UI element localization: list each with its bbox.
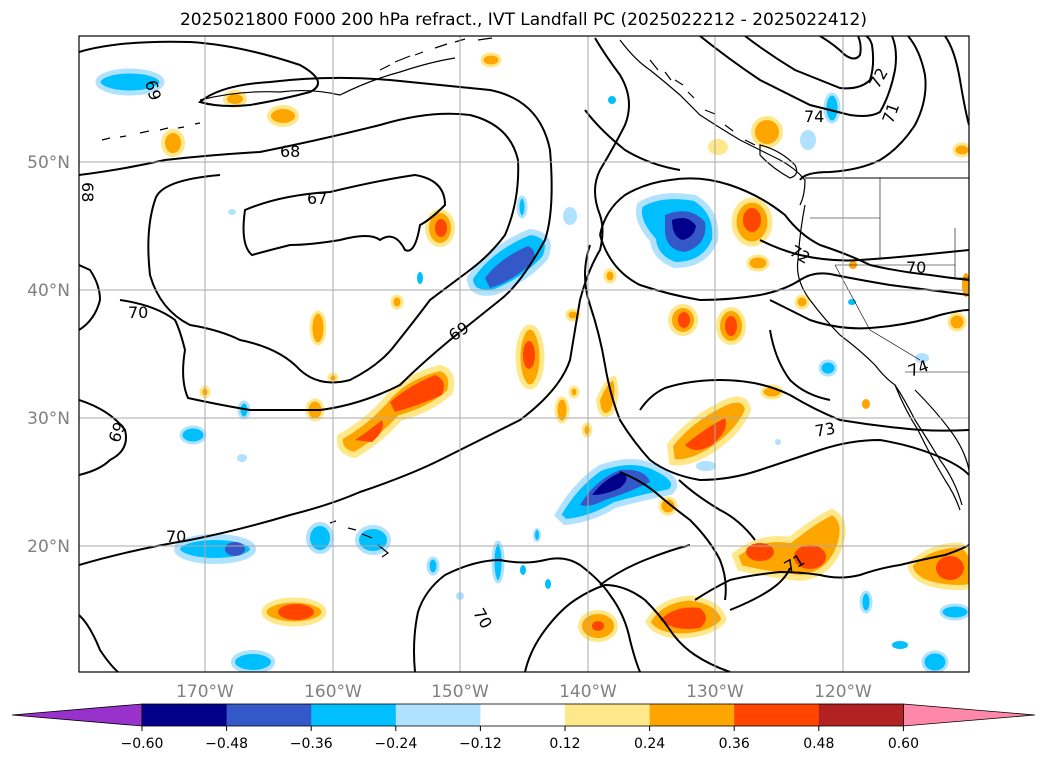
lon-label: 160°W xyxy=(304,682,362,702)
contour-label: 68 xyxy=(78,182,97,202)
colorbar-segment xyxy=(649,704,735,726)
contour-labels: 69 68 67 68 70 69 69 70 70 72 71 74 72 7… xyxy=(78,65,931,632)
contour-label: 70 xyxy=(128,303,148,322)
colorbar-arrow-right xyxy=(903,703,1036,727)
colorbar-tick-label: −0.24 xyxy=(374,736,417,752)
colorbar-tick-label: 0.24 xyxy=(634,736,665,752)
colorbar-arrow-left xyxy=(11,703,143,727)
contour-label: 67 xyxy=(307,189,327,208)
latitude-labels: 50°N 40°N 30°N 20°N xyxy=(27,153,70,557)
contour-label: 70 xyxy=(166,527,186,546)
contour-label: 74 xyxy=(804,107,824,126)
colorbar-segment xyxy=(734,704,820,726)
colorbar-outline xyxy=(141,703,904,727)
colorbar-tick-label: −0.36 xyxy=(290,736,333,752)
map-title: 2025021800 F000 200 hPa refract., IVT La… xyxy=(179,10,867,30)
graticule xyxy=(79,36,969,672)
colorbar-tick-label: −0.48 xyxy=(205,736,248,752)
refractivity-contours xyxy=(79,36,969,672)
lat-label: 50°N xyxy=(27,153,70,173)
longitude-labels: 170°W 160°W 150°W 140°W 130°W 120°W xyxy=(176,682,872,702)
colorbar-segment xyxy=(480,704,566,726)
colorbar-segment xyxy=(311,704,397,726)
colorbar-segment xyxy=(818,704,904,726)
colorbar-segment xyxy=(565,704,651,726)
contour-label: 70 xyxy=(906,258,926,277)
colorbar-tick-label: −0.60 xyxy=(121,736,164,752)
lon-label: 140°W xyxy=(559,682,617,702)
lat-label: 30°N xyxy=(27,409,70,429)
contour-label: 69 xyxy=(141,78,165,103)
lon-label: 150°W xyxy=(431,682,489,702)
colorbar-tick-label: 0.60 xyxy=(888,736,919,752)
colorbar-tick-label: 0.12 xyxy=(549,736,580,752)
colorbar-tick-label: 0.36 xyxy=(719,736,750,752)
lat-label: 20°N xyxy=(27,537,70,557)
colorbar-segment xyxy=(226,704,312,726)
colorbar: −0.60 −0.48 −0.36 −0.24 −0.12 0.12 0.24 0.36 0.4… xyxy=(11,703,1036,752)
lon-label: 120°W xyxy=(814,682,872,702)
colorbar-tick-label: −0.12 xyxy=(459,736,502,752)
colorbar-segment xyxy=(395,704,481,726)
colorbar-tick-label: 0.48 xyxy=(803,736,834,752)
contour-label: 68 xyxy=(280,142,300,161)
colorbar-segment xyxy=(142,704,228,726)
lon-label: 130°W xyxy=(686,682,744,702)
contour-label: 73 xyxy=(813,419,836,441)
lon-label: 170°W xyxy=(176,682,234,702)
map-frame xyxy=(78,35,970,673)
lat-label: 40°N xyxy=(27,281,70,301)
anomaly-shading xyxy=(95,52,969,672)
